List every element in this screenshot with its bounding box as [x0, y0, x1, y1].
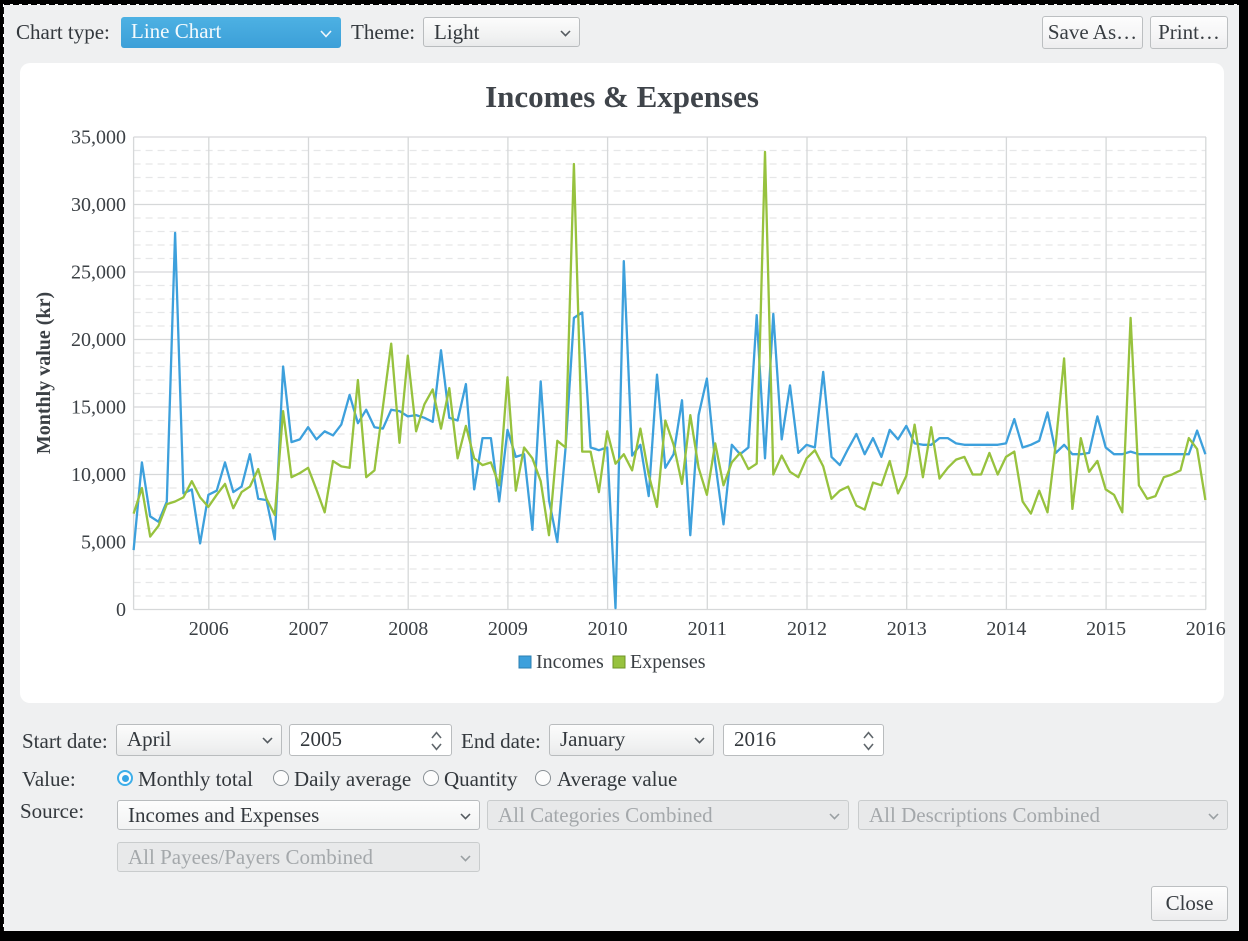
svg-text:Expenses: Expenses: [630, 651, 706, 673]
svg-text:2009: 2009: [488, 618, 528, 640]
svg-text:Incomes: Incomes: [536, 651, 604, 673]
svg-text:35,000: 35,000: [71, 127, 126, 149]
svg-text:25,000: 25,000: [71, 262, 126, 284]
svg-text:10,000: 10,000: [71, 464, 126, 486]
svg-text:15,000: 15,000: [71, 397, 126, 419]
svg-text:2015: 2015: [1086, 618, 1126, 640]
svg-text:20,000: 20,000: [71, 329, 126, 351]
svg-text:2012: 2012: [787, 618, 827, 640]
svg-text:Incomes & Expenses: Incomes & Expenses: [485, 79, 759, 114]
svg-text:0: 0: [116, 599, 126, 621]
svg-text:Monthly value (kr): Monthly value (kr): [33, 292, 55, 454]
svg-text:2016: 2016: [1186, 618, 1226, 640]
svg-text:2011: 2011: [688, 618, 727, 640]
svg-text:2008: 2008: [388, 618, 428, 640]
svg-text:30,000: 30,000: [71, 194, 126, 216]
svg-text:2013: 2013: [887, 618, 927, 640]
svg-text:2010: 2010: [588, 618, 628, 640]
svg-text:5,000: 5,000: [81, 532, 126, 554]
svg-text:2014: 2014: [986, 618, 1026, 640]
svg-text:2006: 2006: [189, 618, 229, 640]
svg-text:2007: 2007: [289, 618, 329, 640]
